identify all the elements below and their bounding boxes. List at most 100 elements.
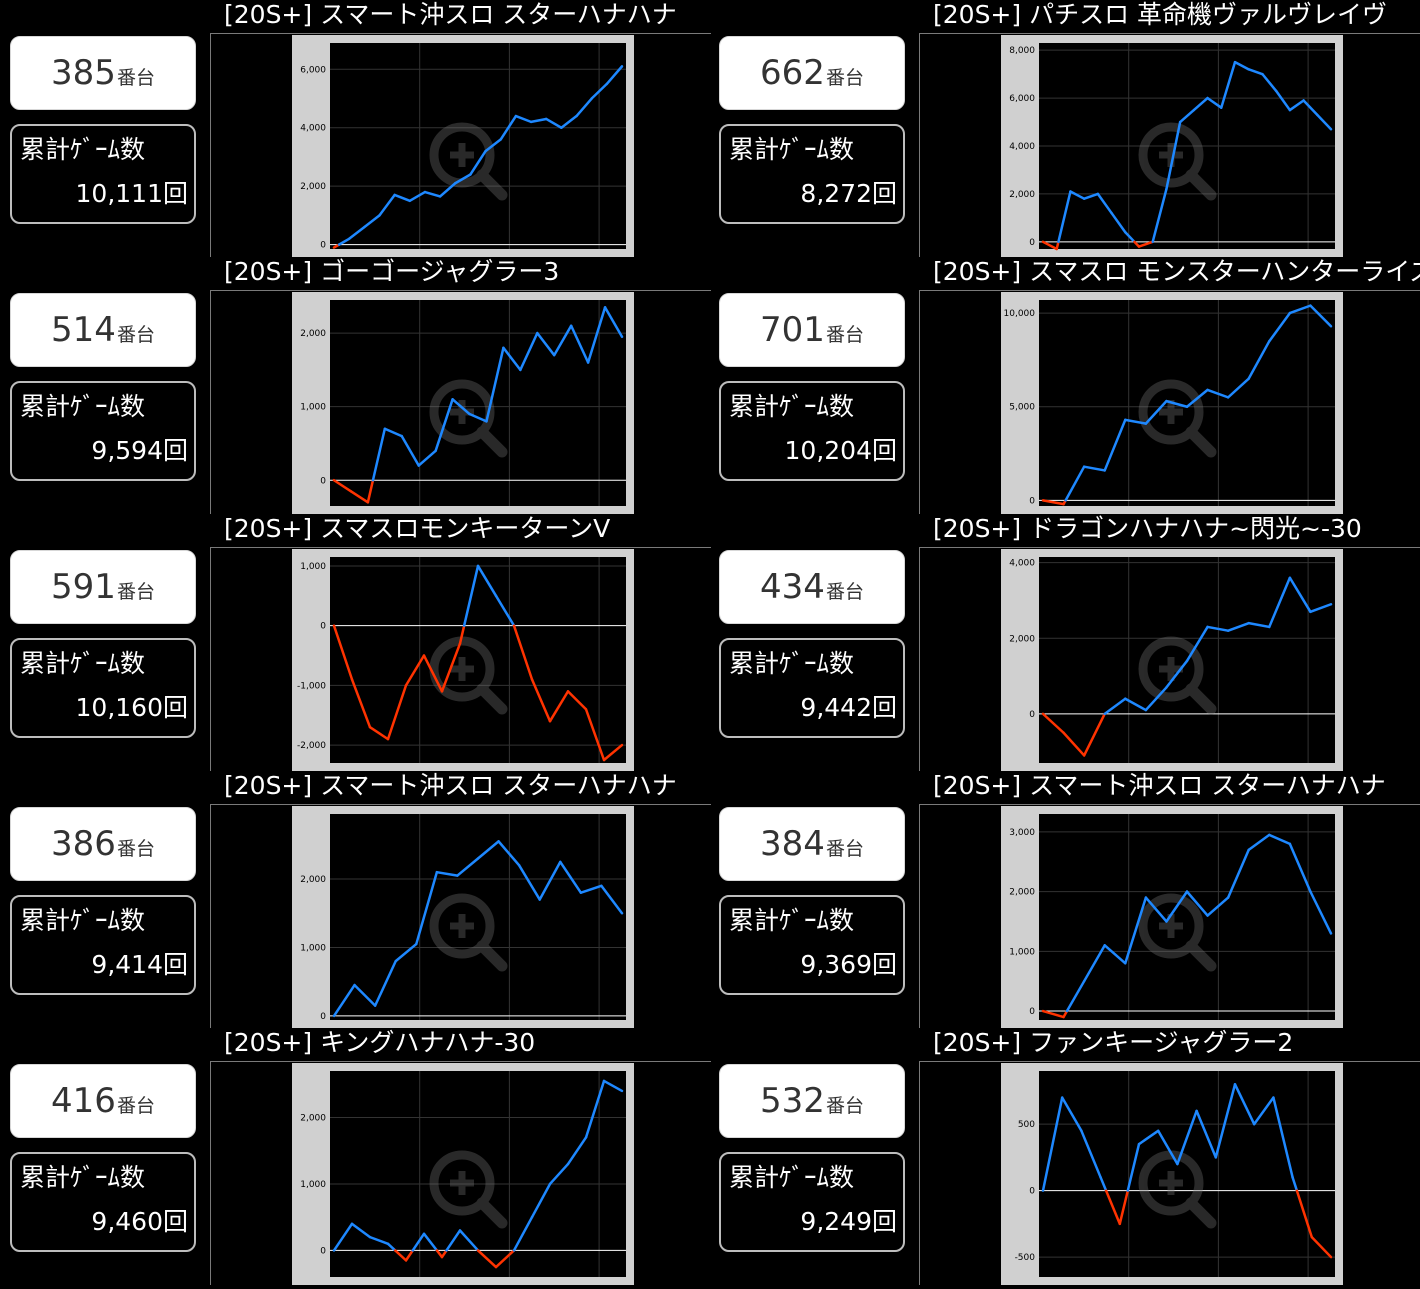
title-divider <box>919 33 1420 34</box>
machine-title[interactable]: [20S+] スマート沖スロ スターハナハナ <box>224 0 711 32</box>
machine-number-suffix: 番台 <box>117 1091 155 1118</box>
machine-title[interactable]: [20S+] キングハナハナ-30 <box>224 1026 711 1060</box>
slump-graph-svg: 0 1,000 2,000 3,000 <box>1001 806 1343 1028</box>
total-games-label: 累計ｹﾞｰﾑ数 <box>729 134 854 166</box>
y-tick-label: 4,000 <box>300 124 326 134</box>
machine-number-suffix: 番台 <box>117 834 155 861</box>
machine-title[interactable]: [20S+] ファンキージャグラー2 <box>933 1026 1420 1060</box>
card-divider <box>210 290 211 514</box>
plot-area <box>1039 300 1335 506</box>
y-tick-label: 2,000 <box>1009 888 1035 898</box>
y-tick-label: 6,000 <box>1009 94 1035 104</box>
title-divider <box>919 804 1420 805</box>
machine-title[interactable]: [20S+] スマート沖スロ スターハナハナ <box>224 769 711 803</box>
y-tick-label: 2,000 <box>1009 190 1035 200</box>
y-tick-label: 0 <box>1029 238 1035 248</box>
title-divider <box>919 290 1420 291</box>
y-tick-label: 1,000 <box>1009 947 1035 957</box>
y-tick-label: 0 <box>1029 1007 1035 1017</box>
y-tick-label: 4,000 <box>1009 559 1035 569</box>
machine-number: 434 <box>760 567 825 607</box>
y-tick-label: 2,000 <box>300 1114 326 1124</box>
total-games-value: 10,204回 <box>785 435 897 467</box>
machine-number-suffix: 番台 <box>117 577 155 604</box>
machine-title[interactable]: [20S+] ゴーゴージャグラー3 <box>224 255 711 289</box>
total-games-label: 累計ｹﾞｰﾑ数 <box>729 648 854 680</box>
machine-number-suffix: 番台 <box>117 63 155 90</box>
y-tick-label: 6,000 <box>300 65 326 75</box>
slump-graph[interactable]: 0 1,000 2,000 3,000 <box>1001 806 1343 1028</box>
plot-area <box>330 557 626 763</box>
y-tick-label: 3,000 <box>1009 828 1035 838</box>
total-games-label: 累計ｹﾞｰﾑ数 <box>20 134 145 166</box>
machine-title[interactable]: [20S+] パチスロ 革命機ヴァルヴレイヴ <box>933 0 1420 32</box>
card-divider <box>210 1061 211 1285</box>
y-tick-label: 0 <box>320 241 326 251</box>
total-games-value: 10,111回 <box>76 178 188 210</box>
machine-title[interactable]: [20S+] スマスロモンキーターンV <box>224 512 711 546</box>
machine-number: 591 <box>51 567 116 607</box>
total-games-value: 9,249回 <box>800 1206 897 1238</box>
machine-number: 385 <box>51 53 116 93</box>
total-games-value: 10,160回 <box>76 692 188 724</box>
machine-number: 386 <box>51 824 116 864</box>
y-tick-label: 0 <box>1029 710 1035 720</box>
total-games-label: 累計ｹﾞｰﾑ数 <box>729 1162 854 1194</box>
plot-area <box>330 814 626 1020</box>
y-tick-label: 1,000 <box>300 562 326 572</box>
card-divider <box>919 1061 920 1285</box>
machine-number-suffix: 番台 <box>117 320 155 347</box>
machine-title[interactable]: [20S+] ドラゴンハナハナ~閃光~-30 <box>933 512 1420 546</box>
total-games-label: 累計ｹﾞｰﾑ数 <box>20 1162 145 1194</box>
machine-title[interactable]: [20S+] スマート沖スロ スターハナハナ <box>933 769 1420 803</box>
y-tick-label: 2,000 <box>300 329 326 339</box>
machine-number-suffix: 番台 <box>826 577 864 604</box>
y-tick-label: 1,000 <box>300 943 326 953</box>
title-divider <box>210 547 711 548</box>
total-games-value: 9,442回 <box>800 692 897 724</box>
machine-title[interactable]: [20S+] スマスロ モンスターハンターライズ <box>933 255 1420 289</box>
y-tick-label: -2,000 <box>297 741 326 751</box>
total-games-box: 累計ｹﾞｰﾑ数 9,249回 <box>719 1152 905 1252</box>
machine-number-suffix: 番台 <box>826 63 864 90</box>
y-tick-label: -500 <box>1015 1253 1036 1263</box>
